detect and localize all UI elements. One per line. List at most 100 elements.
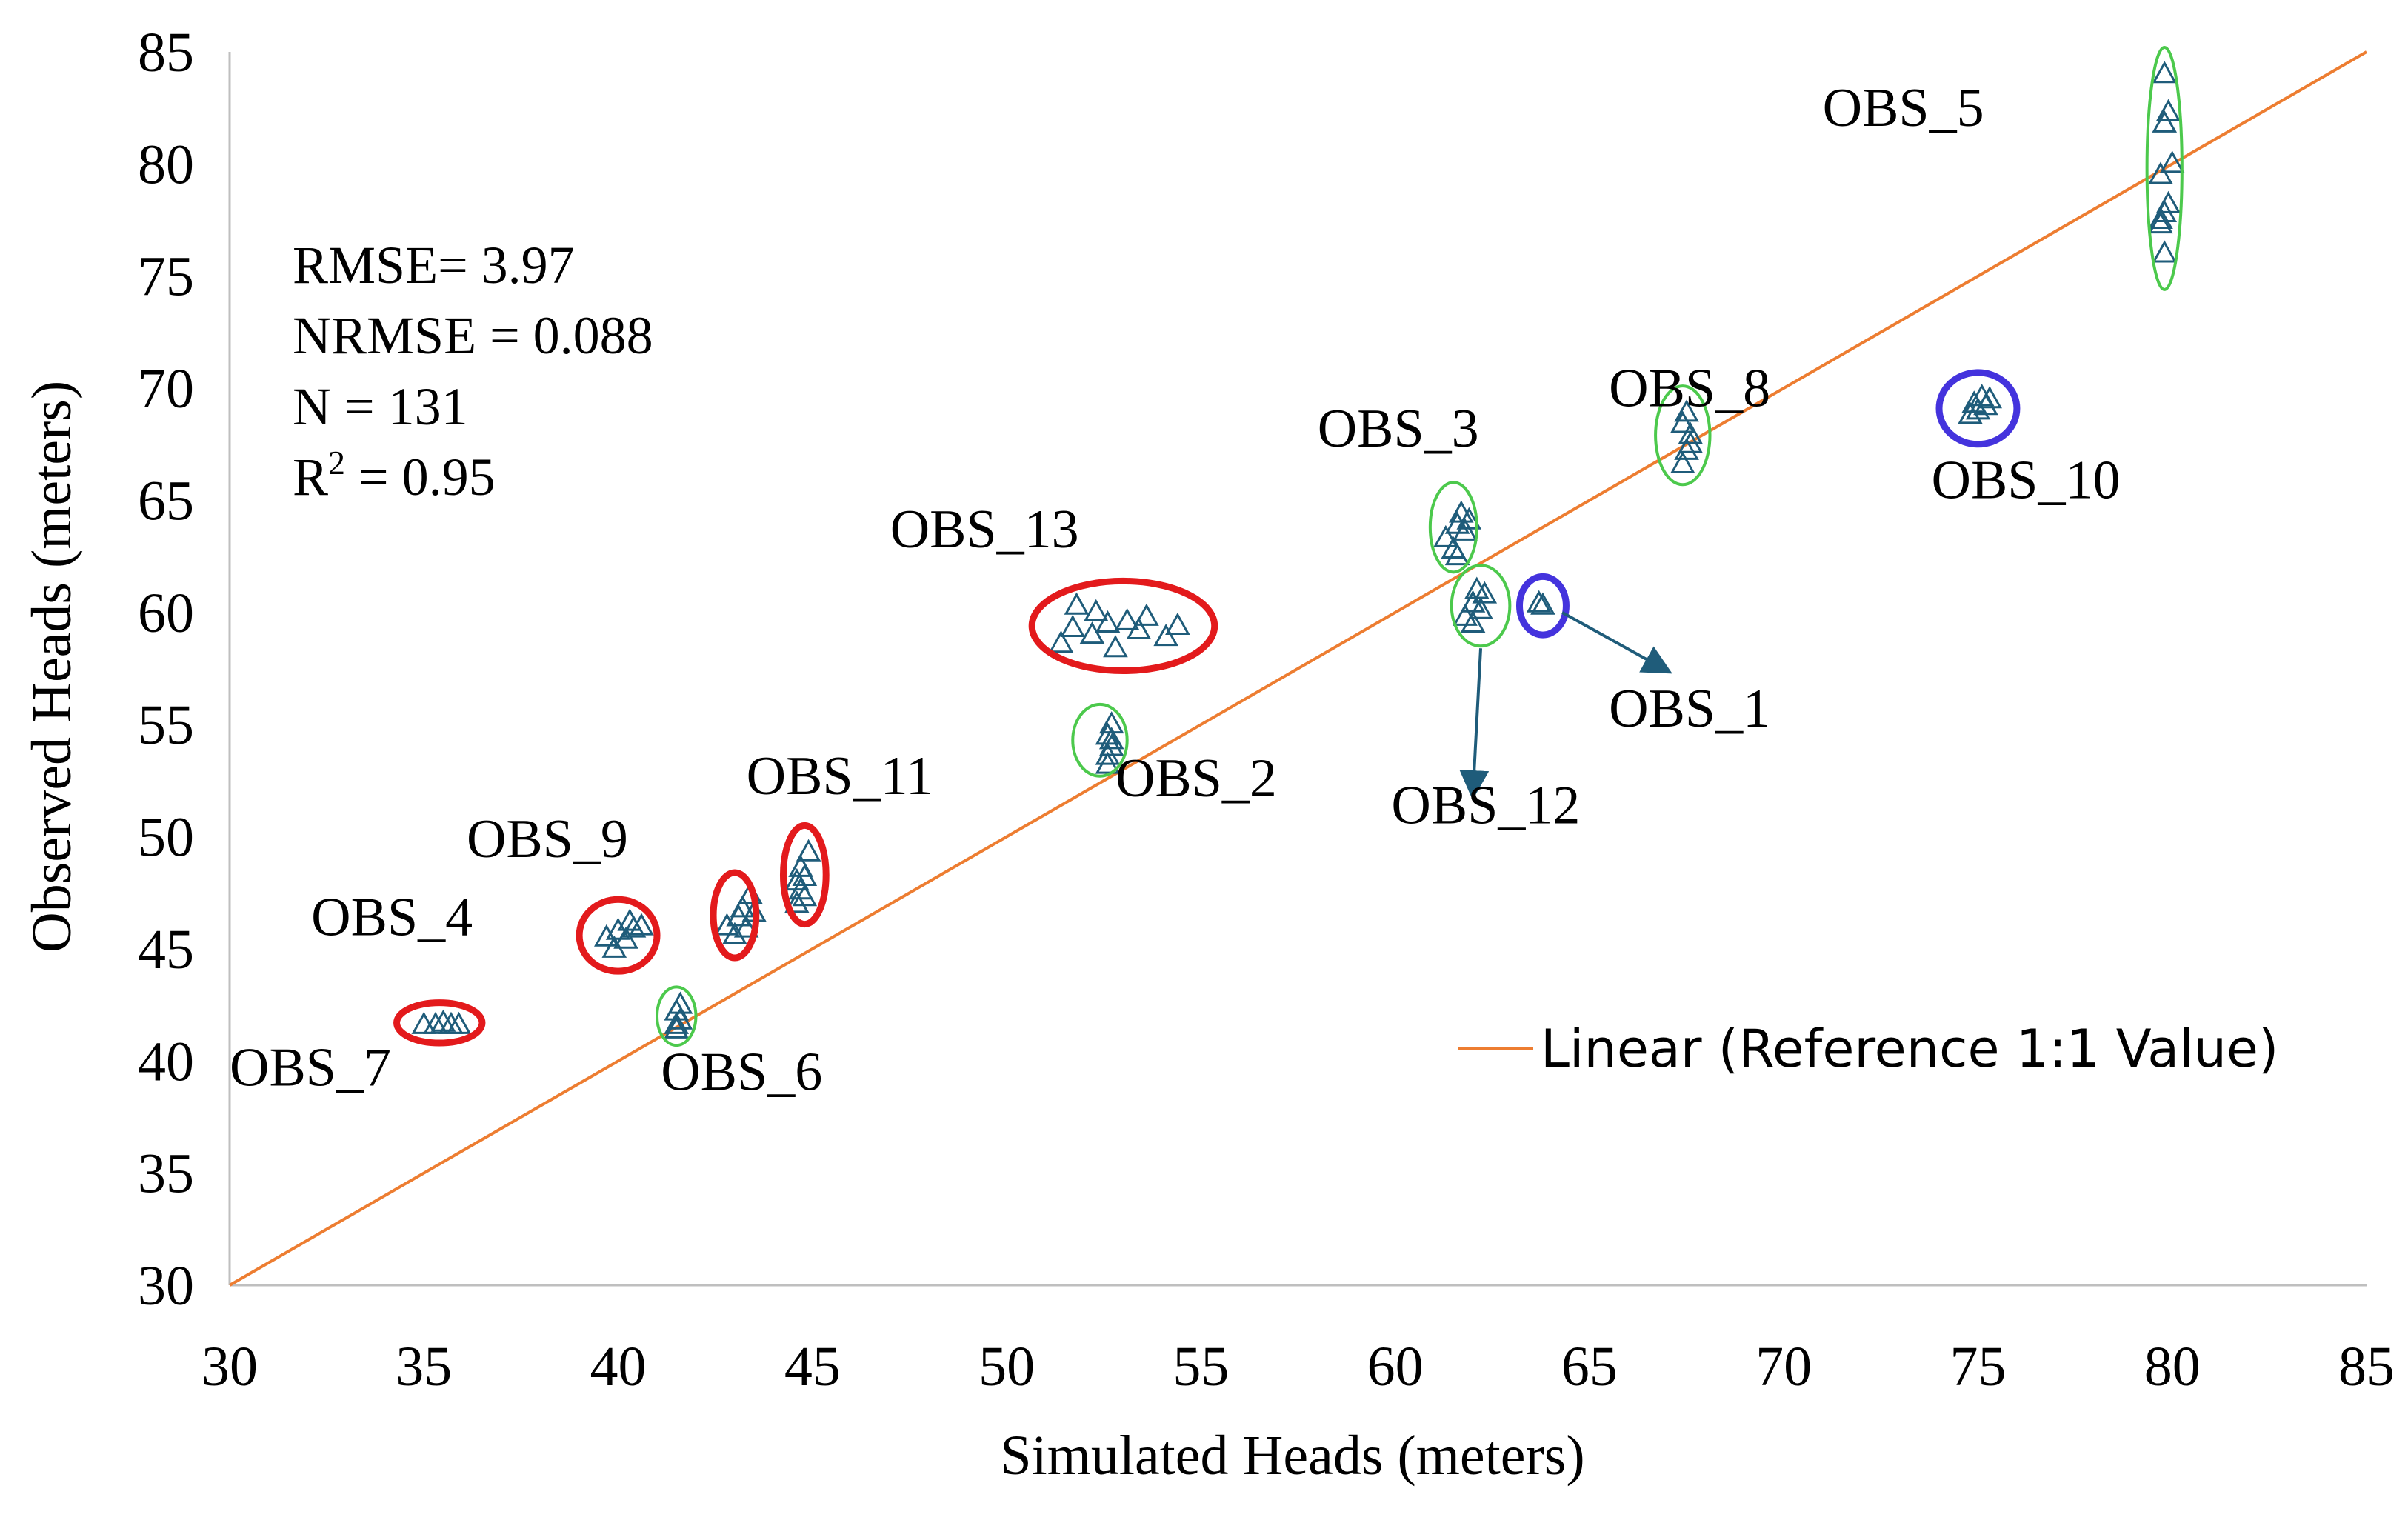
x-tick-label: 30 (201, 1336, 258, 1398)
data-point (1095, 751, 1121, 774)
data-point (792, 884, 818, 907)
data-point (629, 913, 654, 936)
group-label: OBS_11 (747, 746, 933, 807)
group-ring (1428, 481, 1478, 574)
data-point (1114, 607, 1140, 630)
reference-line-layer (229, 50, 2367, 1287)
x-tick-label: 65 (1561, 1336, 1618, 1398)
data-point (594, 924, 619, 947)
stats-block: RMSE= 3.97 NRMSE = 0.088 N = 131 R2 = 0.… (293, 236, 653, 507)
data-point (2148, 211, 2173, 234)
x-axis-label: Simulated Heads (meters) (1000, 1424, 1584, 1487)
data-point (1098, 727, 1124, 750)
legend: Linear (Reference 1:1 Value) (1458, 1019, 2278, 1079)
group-label: OBS_4 (311, 887, 473, 948)
group-label: OBS_12 (1391, 775, 1580, 836)
y-tick-label: 75 (138, 246, 194, 308)
group-label: OBS_13 (890, 499, 1079, 560)
data-point (1464, 576, 1490, 599)
x-tick-label: 45 (784, 1336, 841, 1398)
data-point (1674, 399, 1699, 422)
data-point (1048, 630, 1074, 653)
r2-text: R2 = 0.95 (293, 444, 496, 507)
x-tick-label: 55 (1173, 1336, 1229, 1398)
r2-prefix: R (293, 447, 328, 507)
nrmse-text: NRMSE = 0.088 (293, 306, 653, 365)
data-point (1060, 614, 1086, 638)
y-axis-label: Observed Heads (meters) (21, 381, 83, 953)
group-label: OBS_6 (661, 1042, 822, 1103)
group-ring (393, 999, 486, 1047)
group-label: OBS_9 (467, 809, 628, 870)
data-point (667, 991, 693, 1014)
data-point (1433, 524, 1458, 547)
data-point (446, 1011, 472, 1034)
axes: 30 35 40 45 50 55 60 65 70 75 80 85 30 35 40 45 50 55 60 65… (138, 21, 2395, 1398)
data-point (2148, 206, 2173, 230)
label-arrow (1561, 611, 1672, 674)
label-arrow (1459, 648, 1490, 801)
data-point (1103, 635, 1128, 658)
group-ring (779, 822, 830, 928)
x-tick-label: 85 (2338, 1336, 2395, 1398)
x-tick-label: 75 (1950, 1336, 2006, 1398)
group-ring (1654, 384, 1712, 487)
data-point (1670, 410, 1695, 433)
y-tick-label: 80 (138, 133, 194, 196)
data-point (784, 868, 810, 891)
data-point (2155, 190, 2181, 213)
data-point (1965, 397, 1991, 420)
data-point (1678, 430, 1704, 453)
y-tick-label: 45 (138, 919, 194, 981)
y-tick-label: 65 (138, 470, 194, 532)
data-point (1126, 616, 1152, 640)
data-point (1098, 711, 1124, 734)
data-point (1134, 603, 1159, 626)
data-point (722, 922, 747, 944)
data-point (1165, 612, 1190, 635)
data-point (1472, 581, 1498, 604)
group-label: OBS_7 (230, 1038, 391, 1099)
x-tick-label: 60 (1367, 1336, 1424, 1398)
group-label: OBS_10 (1932, 450, 2121, 510)
data-point (1098, 733, 1124, 756)
y-tick-label: 30 (138, 1255, 194, 1317)
data-point (1095, 722, 1121, 745)
r2-suffix: = 0.95 (345, 447, 496, 507)
data-point (784, 890, 810, 913)
data-point (1083, 599, 1109, 621)
data-point (1670, 450, 1695, 474)
y-tick-label: 55 (138, 694, 194, 756)
data-point (733, 915, 759, 938)
group-labels-layer: OBS_7 OBS_4 OBS_9 OBS_11 OBS_6 OBS_13 OBS_2 OBS… (230, 78, 2120, 1103)
data-point (2152, 110, 2178, 133)
data-point (2155, 99, 2181, 121)
reference-line (229, 50, 2367, 1287)
rmse-text: RMSE= 3.97 (293, 236, 575, 295)
group-ring (1071, 702, 1129, 778)
data-point (1977, 386, 2002, 409)
data-point (1444, 543, 1470, 566)
data-point (423, 1011, 448, 1034)
y-tick-label: 60 (138, 582, 194, 644)
x-tick-label: 70 (1755, 1336, 1812, 1398)
rings-layer (393, 45, 2184, 1047)
data-point (664, 1011, 690, 1034)
data-point (1456, 507, 1482, 530)
y-tick-label: 40 (138, 1030, 194, 1093)
y-tick-label: 70 (138, 358, 194, 420)
data-point (796, 839, 821, 862)
group-label: OBS_3 (1318, 399, 1479, 459)
x-tick-label: 80 (2144, 1336, 2201, 1398)
group-label: OBS_8 (1609, 358, 1770, 419)
group-ring (2145, 45, 2184, 291)
data-point (1095, 610, 1121, 633)
data-point (1460, 610, 1486, 633)
group-ring (576, 896, 661, 975)
data-point (2148, 161, 2173, 184)
data-point (1468, 596, 1493, 619)
data-point (2152, 240, 2178, 263)
group-ring (1028, 577, 1218, 675)
